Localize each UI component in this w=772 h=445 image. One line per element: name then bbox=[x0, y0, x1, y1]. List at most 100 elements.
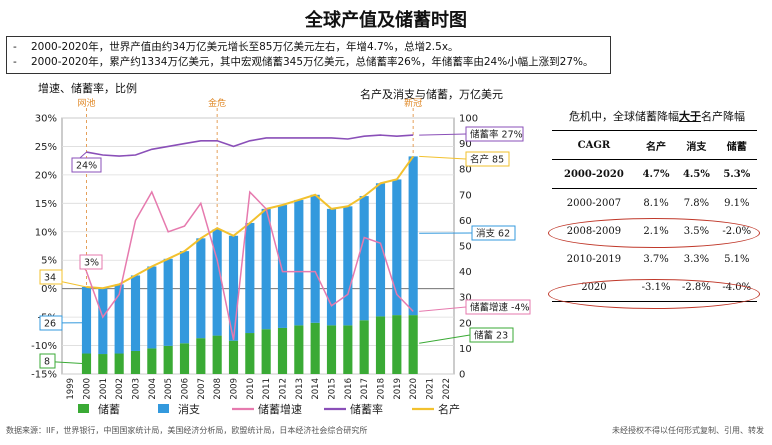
bar-consumption bbox=[114, 284, 124, 354]
bar-consumption bbox=[245, 222, 255, 334]
callout-rate-end-box bbox=[465, 126, 524, 142]
left-tick-label: 30% bbox=[35, 114, 57, 125]
cagr-panel: 危机中，全球储蓄降幅大于名产降幅 CAGR 名产 消支 储蓄 2000-2020… bbox=[546, 108, 768, 302]
callout-rate-end: 储蓄率 27% bbox=[470, 129, 523, 141]
x-tick-label: 2014 bbox=[311, 378, 321, 400]
left-tick-label: 5% bbox=[41, 256, 57, 267]
legend-label: 储蓄 bbox=[98, 402, 120, 416]
callout-sav-2000-box bbox=[39, 353, 56, 369]
callout-gdp-2000: 34 bbox=[44, 273, 56, 284]
bar-savings bbox=[147, 348, 157, 374]
bar-consumption bbox=[179, 251, 190, 344]
cagr-cell: 2000-2007 bbox=[566, 197, 622, 209]
highlight-ring-2020 bbox=[548, 279, 760, 309]
bar-savings bbox=[277, 327, 288, 374]
cagr-cell: 7.8% bbox=[683, 197, 710, 209]
summary-line-1: -2000-2020年，世界产值由约34万亿美元增长至85万亿美元左右，年增4.… bbox=[13, 41, 459, 53]
bar-consumption bbox=[98, 287, 108, 355]
right-tick-label: 50 bbox=[459, 242, 472, 253]
callout-gdp-end-leader bbox=[419, 155, 467, 160]
bar-savings bbox=[343, 325, 353, 374]
bar-savings bbox=[359, 320, 369, 374]
bar-savings bbox=[114, 353, 124, 374]
x-tick-label: 2020 bbox=[409, 378, 419, 400]
cagr-row: 2010-2019 3.7% 3.3% 5.1% bbox=[552, 245, 757, 273]
cagr-cell: 5.3% bbox=[716, 159, 757, 189]
callout-growth-2000: 3% bbox=[84, 258, 99, 269]
callout-growth-end-box bbox=[465, 299, 531, 315]
bar-consumption bbox=[212, 229, 222, 336]
callout-growth-2000-box bbox=[79, 254, 103, 270]
cagr-title: 危机中，全球储蓄降幅大于名产降幅 bbox=[569, 110, 745, 123]
summary-line-2: -2000-2020年，累产约1334万亿美元，其中宏观储蓄345万亿美元，总储… bbox=[13, 56, 594, 68]
cagr-row: 2000-2020 4.7% 4.5% 5.3% bbox=[552, 159, 757, 189]
legend-swatch bbox=[158, 404, 169, 413]
left-tick-label: 25% bbox=[35, 142, 57, 153]
right-axis-title: 名产及消支与储蓄，万亿美元 bbox=[360, 88, 503, 101]
legend-label: 储蓄率 bbox=[350, 402, 383, 416]
x-tick-label: 2003 bbox=[132, 378, 142, 400]
x-tick-label: 2018 bbox=[377, 378, 387, 400]
cagr-cell: 2000-2020 bbox=[552, 159, 636, 189]
bar-consumption bbox=[310, 194, 320, 323]
cagr-row: 2000-2007 8.1% 7.8% 9.1% bbox=[552, 189, 757, 218]
highlight-ring-2008 bbox=[548, 218, 760, 248]
right-tick-label: 40 bbox=[459, 267, 472, 278]
bar-consumption bbox=[163, 258, 173, 346]
bar-savings bbox=[261, 329, 271, 374]
callout-gdp-2000-box bbox=[39, 269, 63, 285]
callout-sav-end-leader bbox=[419, 334, 471, 344]
callout-cons-end-box bbox=[471, 225, 516, 241]
cagr-header: 消支 bbox=[676, 130, 717, 160]
bar-consumption bbox=[392, 179, 402, 316]
x-tick-label: 2016 bbox=[344, 378, 354, 400]
left-tick-label: 10% bbox=[35, 227, 57, 238]
bar-consumption bbox=[294, 199, 304, 326]
footer-source: 数据来源：IIF，世界银行，中国国家统计局，美国经济分析局，欧盟统计局，日本经济… bbox=[6, 426, 368, 435]
bar-consumption bbox=[326, 208, 337, 326]
x-tick-label: 2021 bbox=[426, 378, 436, 400]
bar-savings bbox=[392, 315, 402, 374]
bar-savings bbox=[245, 333, 255, 374]
callout-sav-end-box bbox=[469, 327, 514, 343]
x-tick-label: 2013 bbox=[295, 378, 305, 400]
bar-savings bbox=[212, 335, 222, 374]
x-tick-label: 2010 bbox=[246, 378, 256, 400]
legend-label: 名产 bbox=[438, 402, 460, 416]
x-tick-label: 2001 bbox=[99, 378, 109, 400]
bar-savings bbox=[408, 315, 418, 374]
callout-growth-end: 储蓄增速 -4% bbox=[470, 302, 530, 314]
callout-cons-2000-box bbox=[39, 315, 63, 331]
bar-consumption bbox=[261, 208, 271, 330]
cagr-header: 名产 bbox=[635, 130, 677, 160]
left-axis-title: 增速、储蓄率，比例 bbox=[38, 82, 137, 95]
bar-consumption bbox=[359, 196, 369, 321]
bar-savings bbox=[179, 343, 190, 374]
bar-savings bbox=[228, 340, 239, 374]
cagr-cell: 4.7% bbox=[635, 159, 677, 189]
cagr-cell: 8.1% bbox=[643, 197, 669, 209]
callout-sav-end: 储蓄 23 bbox=[474, 330, 508, 342]
x-tick-label: 2007 bbox=[197, 378, 207, 400]
cagr-cell: 3.7% bbox=[643, 253, 669, 265]
legend-label: 消支 bbox=[178, 402, 200, 416]
x-tick-label: 2011 bbox=[262, 378, 272, 400]
bar-savings bbox=[294, 325, 304, 374]
legend-label: 储蓄增速 bbox=[258, 402, 302, 416]
x-tick-label: 2005 bbox=[164, 378, 174, 400]
callout-gdp-end: 名产 85 bbox=[470, 154, 504, 166]
cagr-header: 储蓄 bbox=[716, 130, 757, 160]
bar-consumption bbox=[277, 205, 288, 328]
x-tick-label: 1999 bbox=[66, 378, 76, 400]
event-label: 金危 bbox=[208, 97, 226, 109]
line-savings-growth bbox=[85, 190, 414, 341]
cagr-header: CAGR bbox=[552, 130, 636, 160]
callout-rate-2000-box bbox=[71, 157, 102, 173]
bar-consumption bbox=[375, 183, 386, 317]
x-tick-label: 2004 bbox=[148, 378, 158, 400]
left-tick-label: 15% bbox=[35, 199, 57, 210]
right-tick-label: 100 bbox=[459, 114, 478, 125]
bar-savings bbox=[326, 325, 337, 374]
right-tick-label: 10 bbox=[459, 344, 472, 355]
x-tick-label: 2022 bbox=[442, 378, 452, 400]
